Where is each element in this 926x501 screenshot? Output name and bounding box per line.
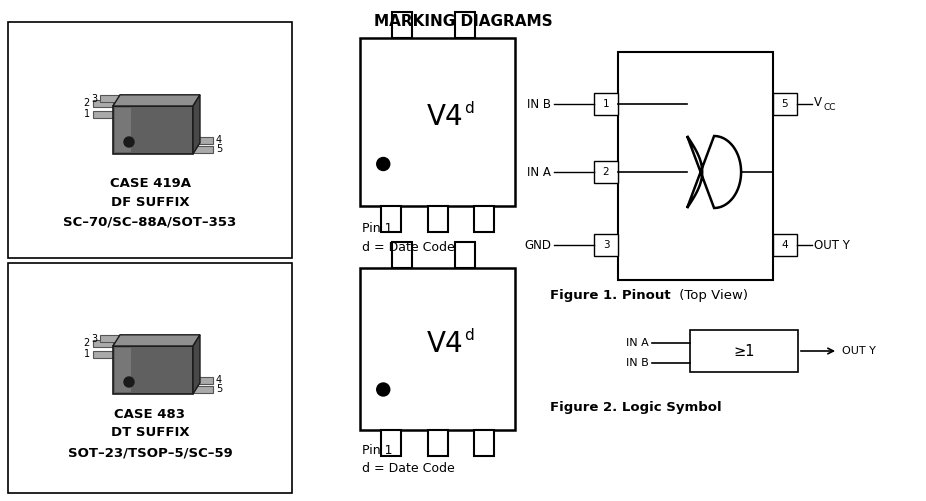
Text: 5: 5 [782, 99, 788, 109]
Polygon shape [93, 351, 113, 358]
Polygon shape [193, 145, 213, 152]
Polygon shape [193, 95, 200, 154]
Text: IN B: IN B [527, 98, 551, 111]
Polygon shape [193, 136, 213, 143]
Text: SOT–23/TSOP–5/SC–59: SOT–23/TSOP–5/SC–59 [68, 446, 232, 459]
Bar [773, 93, 797, 115]
Polygon shape [115, 108, 131, 152]
Text: DF SUFFIX: DF SUFFIX [111, 195, 189, 208]
Circle shape [124, 137, 134, 147]
Polygon shape [193, 376, 213, 383]
Bar [381, 206, 401, 232]
Text: V: V [814, 96, 822, 109]
Polygon shape [100, 95, 120, 102]
Bar [618, 52, 773, 280]
Bar [456, 242, 475, 268]
Text: SC–70/SC–88A/SOT–353: SC–70/SC–88A/SOT–353 [63, 215, 237, 228]
Text: V4: V4 [427, 103, 464, 131]
Text: MARKING DIAGRAMS: MARKING DIAGRAMS [374, 14, 552, 29]
Text: IN A: IN A [626, 338, 649, 348]
Text: 5: 5 [216, 144, 222, 154]
Text: V4: V4 [427, 330, 464, 358]
Text: 2: 2 [83, 98, 90, 108]
Text: Pin 1: Pin 1 [362, 221, 393, 234]
Circle shape [377, 383, 390, 396]
Text: 3: 3 [91, 94, 97, 104]
Bar [392, 242, 412, 268]
Bar [594, 234, 618, 256]
Text: 5: 5 [216, 384, 222, 394]
Bar [381, 430, 401, 456]
Text: 4: 4 [782, 240, 788, 250]
Text: 3: 3 [91, 334, 97, 344]
Text: CC: CC [823, 103, 835, 112]
Text: Pin 1: Pin 1 [362, 443, 393, 456]
Circle shape [377, 157, 390, 170]
Text: d = Date Code: d = Date Code [362, 462, 455, 475]
Polygon shape [93, 100, 113, 107]
Text: ≥1: ≥1 [733, 344, 755, 359]
Text: 4: 4 [216, 135, 222, 145]
Bar [8, 22, 292, 258]
Text: 3: 3 [603, 240, 609, 250]
Bar [474, 206, 494, 232]
Bar [474, 430, 494, 456]
Bar [392, 12, 412, 38]
Text: 4: 4 [216, 375, 222, 385]
Polygon shape [687, 136, 741, 208]
Polygon shape [115, 348, 131, 392]
Polygon shape [193, 335, 200, 394]
Text: IN B: IN B [626, 358, 649, 368]
Bar [428, 430, 447, 456]
Bar [594, 161, 618, 183]
Polygon shape [193, 385, 213, 392]
Text: 1: 1 [84, 109, 90, 119]
Text: (Top View): (Top View) [675, 289, 748, 302]
Text: OUT Y: OUT Y [842, 346, 876, 356]
Bar [428, 206, 447, 232]
Bar [360, 268, 515, 430]
Text: GND: GND [524, 238, 551, 252]
Text: CASE 419A: CASE 419A [109, 176, 191, 189]
Polygon shape [93, 340, 113, 347]
Text: OUT Y: OUT Y [814, 238, 850, 252]
Polygon shape [93, 111, 113, 118]
Text: d: d [464, 328, 474, 343]
Text: CASE 483: CASE 483 [115, 407, 185, 420]
Text: 1: 1 [603, 99, 609, 109]
Circle shape [124, 377, 134, 387]
Bar [8, 263, 292, 493]
Bar [456, 12, 475, 38]
Text: IN A: IN A [527, 165, 551, 178]
Bar [773, 234, 797, 256]
Text: Figure 1. Pinout: Figure 1. Pinout [550, 289, 670, 302]
Polygon shape [113, 106, 193, 154]
Text: d: d [464, 101, 474, 116]
Polygon shape [100, 335, 120, 342]
Polygon shape [113, 335, 200, 346]
Text: 2: 2 [83, 338, 90, 348]
Polygon shape [113, 95, 200, 106]
Text: 2: 2 [603, 167, 609, 177]
Text: Figure 2. Logic Symbol: Figure 2. Logic Symbol [550, 401, 721, 414]
Bar [360, 38, 515, 206]
Text: 1: 1 [84, 349, 90, 359]
Bar [690, 330, 798, 372]
Text: d = Date Code: d = Date Code [362, 240, 455, 254]
Bar [594, 93, 618, 115]
Text: DT SUFFIX: DT SUFFIX [111, 426, 189, 439]
Polygon shape [113, 346, 193, 394]
